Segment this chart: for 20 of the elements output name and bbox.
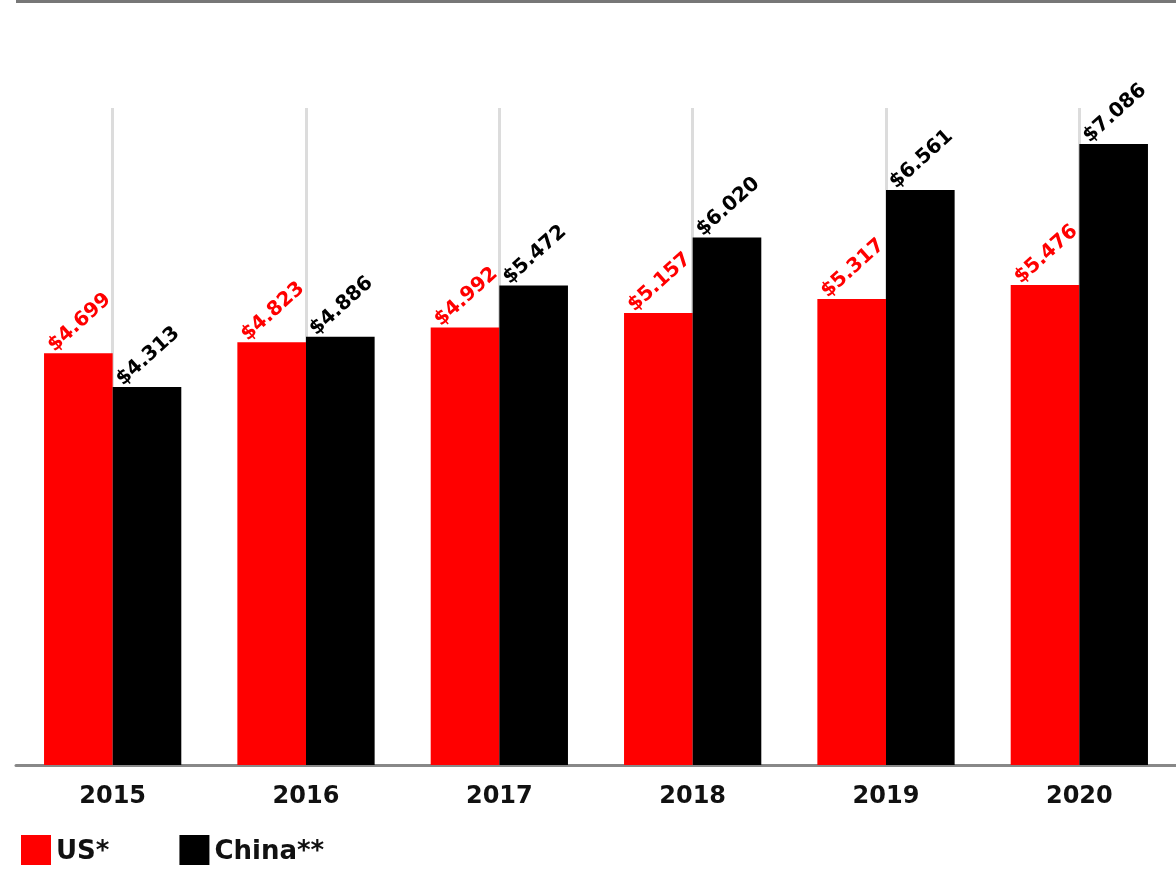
legend-label: China** [214,835,325,865]
bar [624,313,693,765]
bar [692,237,762,765]
bar [306,336,375,765]
bar [817,299,886,765]
legend-label: US* [56,835,110,865]
bar [430,327,500,765]
bar [237,342,306,765]
bar [886,190,955,765]
bar [44,353,113,765]
bar [1079,144,1148,765]
x-tick-label: 2018 [659,781,727,809]
bar [1010,285,1080,765]
x-tick-label: 2017 [465,781,533,809]
bar [112,387,182,765]
x-tick-label: 2016 [272,781,340,809]
x-tick-label: 2020 [1045,781,1113,809]
bar [499,285,568,765]
x-tick-label: 2019 [852,781,920,809]
x-tick-label: 2015 [79,781,147,809]
